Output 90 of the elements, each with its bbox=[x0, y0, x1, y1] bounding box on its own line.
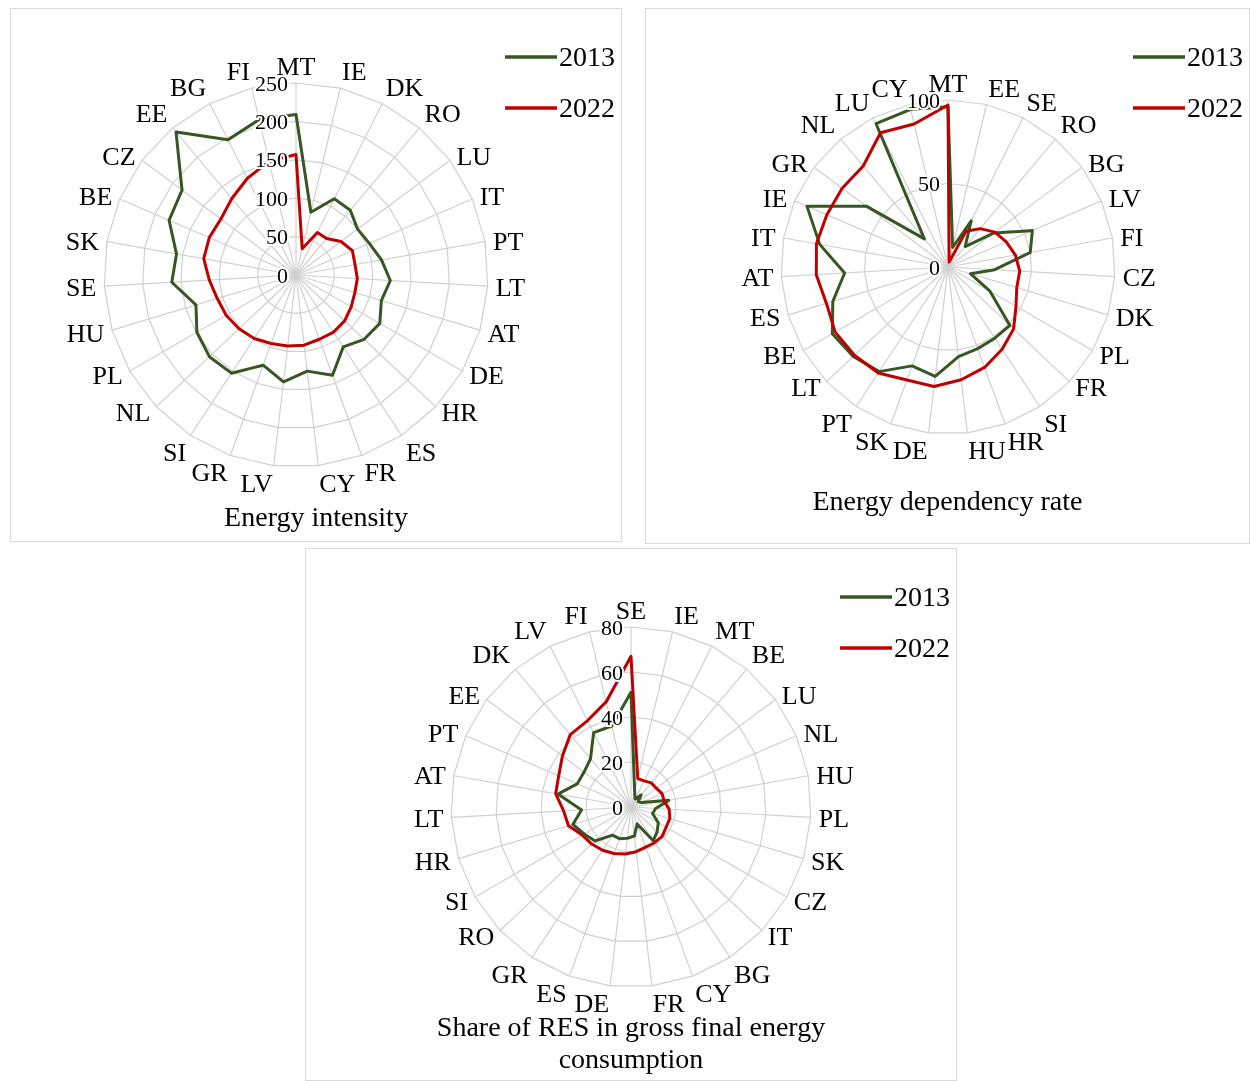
spoke-label: HU bbox=[66, 318, 105, 348]
spoke-label: DK bbox=[1115, 303, 1154, 333]
spoke-label: DK bbox=[472, 639, 511, 669]
spoke-label: FI bbox=[564, 601, 588, 631]
spoke-label: PL bbox=[818, 804, 850, 834]
spoke-label: BE bbox=[79, 182, 113, 212]
spoke-label: DE bbox=[469, 361, 504, 391]
spoke-label: LU bbox=[456, 141, 492, 171]
spoke-label: AT bbox=[414, 760, 446, 790]
spoke-label: SK bbox=[65, 226, 100, 256]
spoke-label: IE bbox=[674, 601, 699, 631]
spoke-label: HU bbox=[968, 436, 1007, 466]
legend-label: 2013 bbox=[894, 580, 950, 614]
spoke-label: PL bbox=[1099, 340, 1130, 370]
spoke-label: NL bbox=[115, 398, 151, 428]
spoke-label: HR bbox=[414, 847, 452, 877]
spoke-label: BG bbox=[1088, 148, 1125, 178]
spoke-label: HR bbox=[441, 398, 479, 428]
y-tick-label: 100 bbox=[255, 185, 288, 211]
spoke-label: LU bbox=[834, 87, 870, 117]
legend-label: 2013 bbox=[1187, 40, 1243, 74]
spoke-label: CZ bbox=[1122, 263, 1156, 293]
spoke-label: IE bbox=[762, 183, 788, 213]
spoke-label: AT bbox=[487, 318, 520, 348]
spoke-label: CZ bbox=[793, 887, 828, 917]
spoke-label: LV bbox=[240, 469, 273, 499]
spoke-label: LT bbox=[495, 272, 526, 302]
spoke-label: SI bbox=[445, 887, 469, 917]
spoke-label: CY bbox=[695, 979, 732, 1009]
spoke-label: BG bbox=[170, 73, 207, 103]
spoke-label: PT bbox=[492, 226, 524, 256]
spoke-label: IE bbox=[342, 57, 367, 87]
spoke-label: IT bbox=[479, 182, 505, 212]
spoke-label: SE bbox=[1026, 87, 1057, 117]
spoke-label: ES bbox=[750, 303, 781, 333]
spoke-label: SI bbox=[162, 437, 187, 467]
legend-label: 2022 bbox=[894, 631, 950, 665]
spoke-label: SE bbox=[65, 272, 97, 302]
spoke-label: ES bbox=[405, 437, 437, 467]
spoke-label: FI bbox=[1120, 222, 1144, 252]
spoke-label: RO bbox=[424, 98, 461, 128]
spoke-label: LT bbox=[413, 804, 444, 834]
spoke-label: NL bbox=[800, 109, 836, 139]
y-tick-label: 50 bbox=[266, 224, 288, 250]
y-tick-label: 60 bbox=[601, 659, 623, 685]
spoke-label: DK bbox=[385, 73, 424, 103]
spoke-label: RO bbox=[1060, 109, 1097, 139]
y-tick-label: 0 bbox=[612, 794, 623, 820]
spoke-label: NL bbox=[803, 718, 839, 748]
spoke-label: PT bbox=[428, 718, 459, 748]
spoke-label: CY bbox=[319, 469, 356, 499]
spoke-label: FR bbox=[364, 458, 397, 488]
spoke-label: LV bbox=[1108, 183, 1142, 213]
spoke-label: IT bbox=[767, 922, 793, 952]
spoke-label: HR bbox=[1007, 426, 1045, 456]
spoke-label: CZ bbox=[102, 141, 136, 171]
spoke-label: FR bbox=[1075, 373, 1108, 403]
spoke-label: RO bbox=[458, 922, 495, 952]
spoke-label: EE bbox=[135, 98, 168, 128]
spoke-label: ES bbox=[536, 979, 567, 1009]
y-tick-label: 50 bbox=[918, 171, 940, 196]
y-tick-label: 0 bbox=[277, 262, 288, 288]
spoke-label: IT bbox=[751, 222, 776, 252]
spoke-label: LU bbox=[781, 680, 817, 710]
spoke-label: HU bbox=[816, 760, 854, 790]
spoke-label: DE bbox=[893, 436, 928, 466]
spoke-label: GR bbox=[191, 458, 229, 488]
spoke-label: CY bbox=[871, 73, 908, 103]
spoke-label: GR bbox=[771, 148, 809, 178]
legend-label: 2022 bbox=[559, 91, 615, 125]
spoke-label: PT bbox=[821, 408, 852, 438]
spoke-label: EE bbox=[448, 680, 481, 710]
legend-label: 2013 bbox=[559, 40, 615, 74]
spoke-label: AT bbox=[741, 263, 774, 293]
y-tick-label: 20 bbox=[601, 749, 623, 775]
spoke-label: SI bbox=[1044, 408, 1068, 438]
text: Energy intensity bbox=[223, 501, 409, 533]
spoke-label: LT bbox=[791, 373, 821, 403]
text: Energy dependency rate bbox=[811, 485, 1084, 517]
spoke-label: PL bbox=[92, 361, 123, 391]
spoke-label: BG bbox=[734, 959, 771, 989]
spoke-label: SK bbox=[811, 847, 845, 877]
spoke-label: BE bbox=[763, 340, 797, 370]
spoke-label: LV bbox=[514, 616, 547, 645]
spoke-label: SK bbox=[854, 426, 889, 456]
legend-label: 2022 bbox=[1187, 91, 1243, 125]
y-tick-label: 0 bbox=[929, 254, 940, 280]
spoke-label: EE bbox=[988, 73, 1021, 103]
spoke-label: GR bbox=[491, 959, 529, 989]
spoke-label: FI bbox=[226, 57, 250, 87]
